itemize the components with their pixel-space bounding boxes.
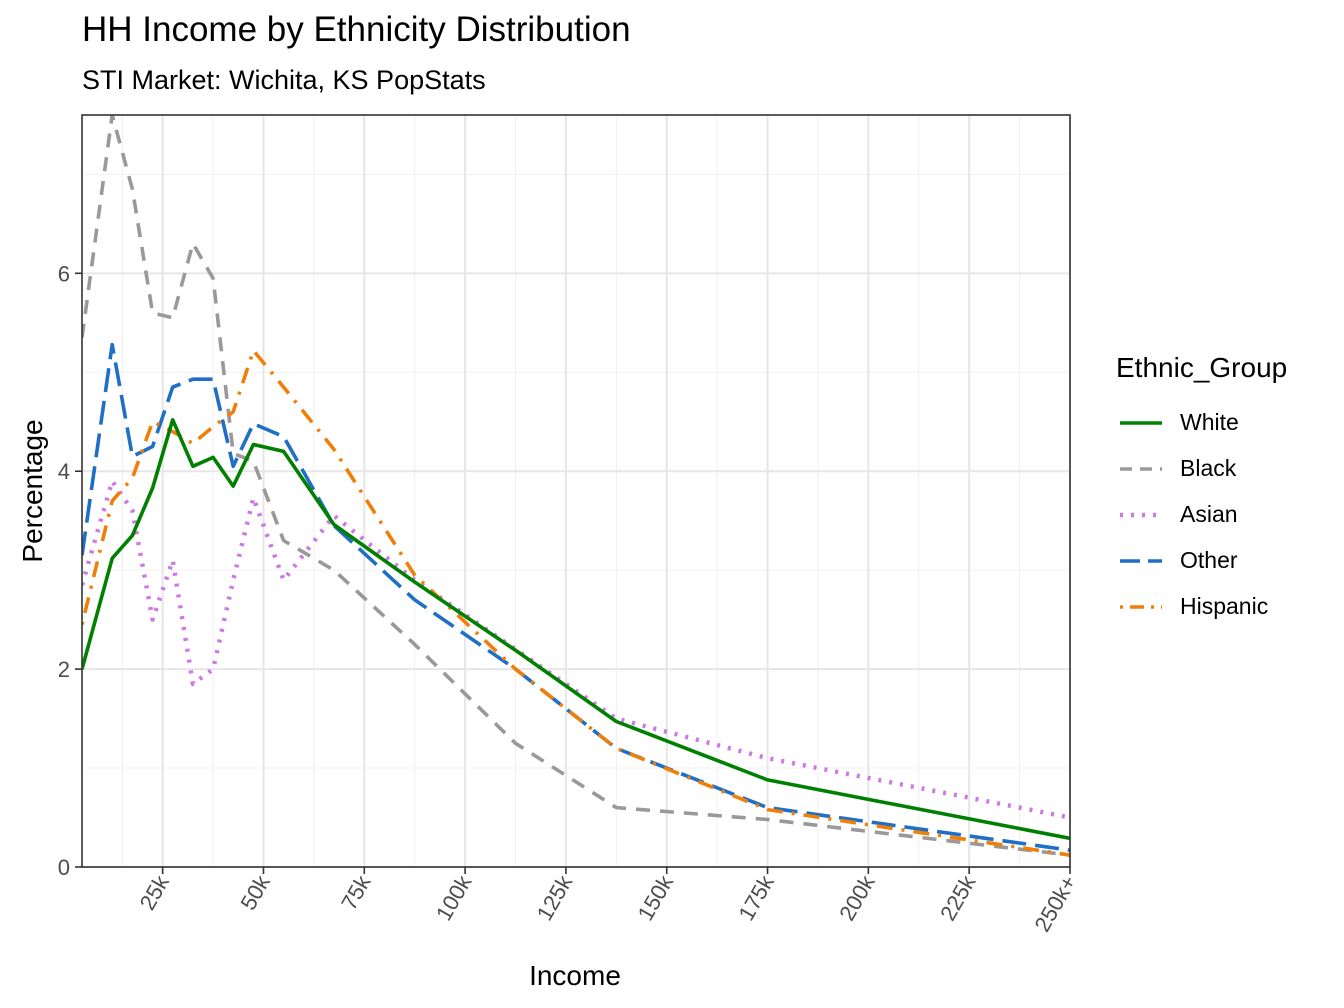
series-line-asian — [82, 478, 1070, 820]
legend-label: Asian — [1180, 501, 1238, 527]
legend-label: White — [1180, 409, 1239, 435]
chart-subtitle: STI Market: Wichita, KS PopStats — [82, 65, 486, 95]
plot-panel — [82, 115, 1070, 867]
x-tick-label: 125k — [532, 870, 578, 925]
legend-title: Ethnic_Group — [1116, 352, 1288, 383]
legend-item-hispanic: Hispanic — [1118, 587, 1328, 627]
x-tick-label: 225k — [935, 870, 981, 925]
legend-label: Other — [1180, 547, 1238, 573]
series-line-black — [82, 115, 1070, 857]
x-tick-label: 50k — [235, 870, 275, 914]
series-line-white — [82, 417, 1070, 841]
legend-item-asian: Asian — [1118, 495, 1328, 535]
y-tick-label: 6 — [58, 261, 70, 286]
y-axis: 0 2 4 6 — [58, 261, 82, 880]
y-tick-label: 2 — [58, 657, 70, 682]
legend-item-black: Black — [1118, 449, 1328, 489]
y-tick-label: 0 — [58, 855, 70, 880]
x-tick-label: 250k+ — [1029, 871, 1081, 936]
x-axis: 25k 50k 75k 100k 125k 150k 175k 200k 225k 250k+ — [135, 867, 1081, 936]
series-line-hispanic — [82, 348, 1070, 857]
series-layer — [82, 115, 1070, 857]
y-tick-label: 4 — [58, 459, 70, 484]
x-tick-label: 25k — [135, 870, 175, 914]
legend-key-white — [1120, 421, 1162, 425]
x-tick-label: 100k — [431, 870, 477, 925]
legend-label: Black — [1180, 455, 1237, 481]
x-axis-label: Income — [529, 960, 621, 991]
x-tick-label: 75k — [336, 870, 376, 914]
legend-item-other: Other — [1118, 541, 1328, 581]
x-tick-label: 150k — [633, 870, 679, 925]
x-tick-label: 175k — [733, 870, 779, 925]
y-axis-label: Percentage — [17, 419, 48, 562]
legend-key-hispanic — [1120, 605, 1162, 609]
legend-key-black — [1120, 467, 1162, 471]
plot-border — [81, 114, 1071, 868]
legend-label: Hispanic — [1180, 593, 1269, 619]
legend-item-white: White — [1118, 403, 1328, 443]
legend-key-asian — [1120, 512, 1162, 518]
x-tick-label: 200k — [834, 870, 880, 925]
chart-title: HH Income by Ethnicity Distribution — [82, 10, 631, 49]
legend-key-other — [1120, 559, 1162, 563]
